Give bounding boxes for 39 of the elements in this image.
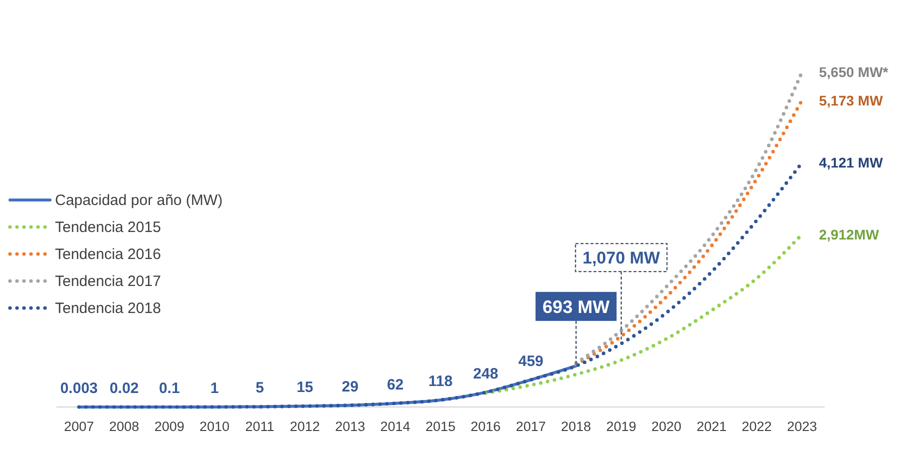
x-tick-label: 2010 — [200, 419, 230, 434]
data-label: 0.003 — [60, 380, 98, 397]
legend-label: Tendencia 2018 — [55, 300, 161, 317]
x-tick-label: 2018 — [561, 419, 592, 434]
data-label: 5,650 MW* — [819, 64, 889, 80]
data-label: 1 — [210, 380, 219, 397]
data-label: 2,912MW — [819, 226, 880, 242]
data-label: 15 — [296, 379, 314, 396]
legend-label: Tendencia 2016 — [55, 246, 161, 263]
x-tick-label: 2007 — [64, 419, 94, 434]
x-tick-label: 2017 — [516, 419, 546, 434]
x-tick-label: 2013 — [335, 419, 366, 434]
x-tick-label: 2008 — [109, 419, 140, 434]
x-tick-label: 2012 — [290, 419, 320, 434]
x-tick-label: 2021 — [696, 419, 727, 434]
x-tick-label: 2019 — [606, 419, 636, 434]
data-label: 62 — [386, 376, 404, 394]
data-label: 248 — [473, 365, 498, 382]
x-tick-label: 2020 — [651, 419, 682, 434]
x-tick-label: 2016 — [470, 419, 501, 434]
data-label: 29 — [342, 378, 358, 396]
x-tick-label: 2011 — [245, 419, 274, 434]
x-tick-label: 2022 — [742, 419, 772, 434]
x-tick-label: 2015 — [425, 419, 456, 434]
data-label: 459 — [518, 352, 544, 370]
data-label: 0.02 — [110, 380, 139, 397]
legend-label: Tendencia 2017 — [55, 273, 161, 290]
data-label: 5,173 MW — [819, 92, 884, 108]
legend-label: Capacidad por año (MW) — [55, 192, 223, 209]
data-label: 693 MW — [542, 296, 610, 317]
data-label: 4,121 MW — [819, 154, 884, 171]
x-tick-label: 2009 — [154, 419, 184, 434]
x-tick-label: 2023 — [786, 419, 818, 434]
legend-label: Tendencia 2015 — [55, 219, 161, 236]
data-label: 5 — [256, 380, 264, 397]
data-label: 118 — [428, 373, 453, 390]
data-label: 0.1 — [158, 380, 180, 397]
x-tick-label: 2014 — [380, 419, 411, 434]
annotation: 1,070 MW — [582, 248, 661, 268]
